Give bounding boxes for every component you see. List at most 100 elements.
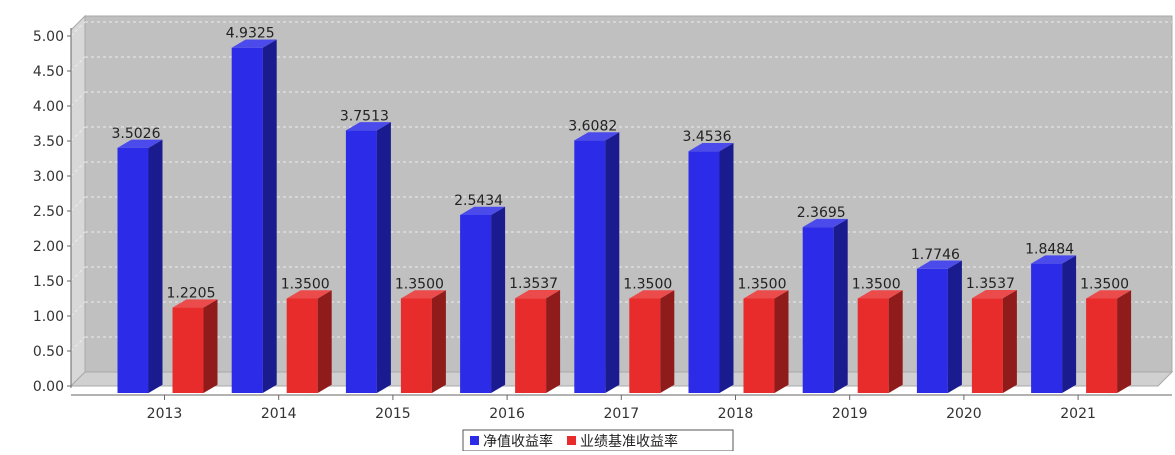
- y-tick-label: 2.00: [33, 239, 64, 255]
- bar: [971, 298, 1003, 393]
- y-tick-label: 3.50: [33, 134, 64, 150]
- data-label: 2.5434: [454, 193, 503, 209]
- bar-top: [857, 290, 903, 299]
- plot-left-wall: [70, 14, 86, 388]
- y-tick-label: 0.00: [33, 379, 64, 395]
- y-tick-label: 2.50: [33, 204, 64, 220]
- axes: 0.00 0.50 1.00 1.50 2.00 2.50 3.00 3.50 4.00 4.50…: [33, 28, 1172, 422]
- legend-swatch: [470, 436, 479, 445]
- bar-side: [546, 290, 561, 393]
- x-tick-label: 2019: [832, 406, 868, 422]
- data-label: 1.3537: [966, 276, 1015, 292]
- data-label: 1.3500: [852, 277, 901, 293]
- bar: [286, 298, 318, 393]
- bar-top: [574, 132, 620, 141]
- bar-side: [605, 132, 620, 393]
- bar-top: [231, 39, 277, 48]
- bar: [574, 140, 606, 393]
- bar-side: [1117, 290, 1132, 393]
- bar: [857, 298, 889, 393]
- bar-top: [515, 290, 561, 299]
- data-label: 3.6082: [568, 118, 617, 134]
- y-tick-label: 4.00: [33, 99, 64, 115]
- data-label: 1.3500: [281, 277, 330, 293]
- bar: [1086, 298, 1118, 393]
- bar: [117, 147, 149, 393]
- data-label: 1.2205: [167, 286, 216, 302]
- bar-side: [376, 122, 391, 393]
- bar-top: [916, 260, 962, 269]
- x-tick-label: 2014: [261, 406, 297, 422]
- bar-top: [971, 290, 1017, 299]
- bar-top: [629, 290, 675, 299]
- bar-top: [1086, 290, 1132, 299]
- bar-side: [317, 290, 332, 393]
- data-label: 1.3500: [623, 277, 672, 293]
- y-tick-label: 5.00: [33, 29, 64, 45]
- bar-side: [1002, 290, 1017, 393]
- x-tick-label: 2016: [489, 406, 525, 422]
- x-tick-label: 2020: [946, 406, 982, 422]
- bar-side: [774, 290, 789, 393]
- bar: [629, 298, 661, 393]
- data-label: 1.8484: [1025, 242, 1074, 258]
- bar: [172, 307, 204, 393]
- bar-side: [203, 299, 218, 393]
- bar-top: [172, 299, 218, 308]
- x-tick-label: 2018: [718, 406, 754, 422]
- data-label: 1.3500: [1080, 277, 1129, 293]
- legend-label: 业绩基准收益率: [580, 433, 678, 450]
- bar-top: [460, 206, 506, 215]
- bar-top: [743, 290, 789, 299]
- x-tick-label: 2015: [375, 406, 411, 422]
- bar: [743, 298, 775, 393]
- data-label: 1.3500: [738, 277, 787, 293]
- data-label: 4.9325: [226, 26, 275, 42]
- bar-side: [1062, 255, 1077, 393]
- bar-side: [719, 143, 734, 393]
- bar: [345, 130, 377, 393]
- bar-side: [660, 290, 675, 393]
- x-tick-label: 2013: [147, 406, 183, 422]
- bar-side: [491, 206, 506, 393]
- data-label: 2.3695: [797, 205, 846, 221]
- bar-side: [431, 290, 446, 393]
- bar: [460, 214, 492, 393]
- y-tick-label: 4.50: [33, 64, 64, 80]
- data-label: 1.3500: [395, 277, 444, 293]
- bar-side: [148, 139, 163, 393]
- bar-side: [262, 39, 277, 393]
- bar: [515, 298, 547, 393]
- y-tick-label: 1.50: [33, 274, 64, 290]
- bar-side: [833, 218, 848, 393]
- bar-top: [286, 290, 332, 299]
- data-label: 1.3537: [509, 276, 558, 292]
- bar-top: [688, 143, 734, 152]
- bar-top: [802, 218, 848, 228]
- data-label: 3.5026: [112, 126, 161, 142]
- y-tick-label: 1.00: [33, 309, 64, 325]
- bar: [916, 268, 948, 393]
- y-tick-label: 0.50: [33, 344, 64, 360]
- bar-top: [400, 290, 446, 299]
- bar: [688, 151, 720, 393]
- legend-swatch: [567, 436, 576, 445]
- bar-top: [117, 139, 163, 148]
- data-label: 3.4536: [683, 129, 732, 145]
- bar-top: [1031, 255, 1077, 264]
- legend: 净值收益率 业绩基准收益率: [462, 429, 734, 452]
- data-label: 1.7746: [911, 247, 960, 263]
- bar: [1031, 263, 1063, 393]
- x-tick-label: 2017: [603, 406, 639, 422]
- bar: [802, 227, 834, 393]
- bar: [231, 47, 263, 393]
- data-label: 3.7513: [340, 108, 389, 124]
- bar: [400, 298, 432, 393]
- x-tick-label: 2021: [1060, 406, 1096, 422]
- y-tick-label: 3.00: [33, 169, 64, 185]
- bars: 3.5026 1.2205 4.9325 1.3500 3.7513 1.3500 2.54…: [112, 26, 1132, 393]
- bar-side: [888, 290, 903, 393]
- bar-side: [947, 260, 962, 393]
